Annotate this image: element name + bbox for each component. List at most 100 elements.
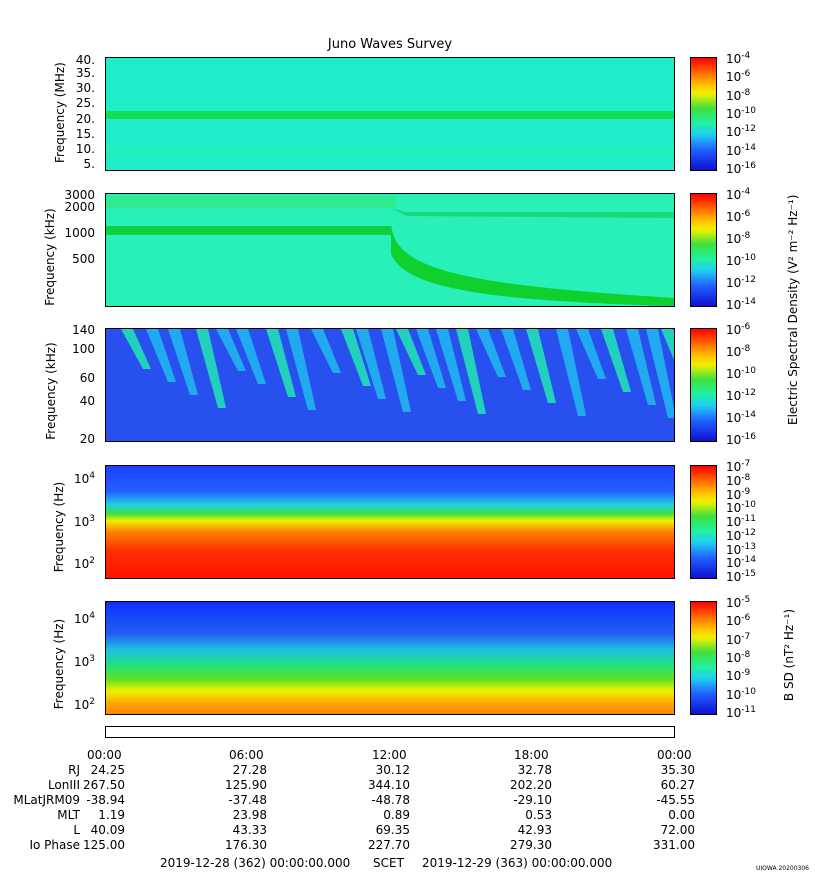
version-stamp: UIOWA 20200306 xyxy=(755,865,809,872)
ephemeris-value: -48.78 xyxy=(371,793,410,807)
panel-2-sweep xyxy=(391,224,674,306)
ephemeris-value: 331.00 xyxy=(653,838,695,852)
colorbar-3-tick: 10-8 xyxy=(726,344,751,359)
ephemeris-value: 43.33 xyxy=(232,823,267,837)
ephemeris-label: Io Phase xyxy=(29,838,80,852)
panel-4-svg xyxy=(106,466,674,578)
ephemeris-value: 60.27 xyxy=(660,778,695,792)
panel-2-ytick: 1000 xyxy=(64,226,95,240)
panel-1-band xyxy=(106,111,674,119)
colorbar-2-tick: 10-12 xyxy=(726,275,756,290)
chorus-streak xyxy=(236,329,266,384)
ephemeris-value: 0.53 xyxy=(525,808,552,822)
colorbar-4-tick: 10-10 xyxy=(726,500,756,516)
time-tick-label: 00:00 xyxy=(657,748,692,762)
chorus-streak xyxy=(501,329,531,390)
ephemeris-value: -29.10 xyxy=(513,793,552,807)
panel-1-ytick: 20. xyxy=(75,112,95,126)
panel-1-ytick: 15. xyxy=(75,127,95,141)
ephemeris-value: -37.48 xyxy=(228,793,267,807)
panel-3-ytick: 100 xyxy=(72,342,95,356)
ephemeris-value: 279.30 xyxy=(510,838,552,852)
ephemeris-label: RJ xyxy=(68,763,80,777)
panel-2-ytick: 500 xyxy=(72,252,95,266)
chorus-streak xyxy=(146,329,176,382)
chorus-streak xyxy=(341,329,371,386)
colorbar-3-tick: 10-10 xyxy=(726,366,756,381)
colorbar-2 xyxy=(690,193,717,307)
colorbar-1-tick: 10-10 xyxy=(726,106,756,121)
ephemeris-value: 0.89 xyxy=(383,808,410,822)
ephemeris-label: L xyxy=(73,823,80,837)
colorbar-4-tick: 10-15 xyxy=(726,569,756,584)
colorbar-2-tick: 10-6 xyxy=(726,209,751,224)
chorus-streak xyxy=(526,329,556,403)
colorbar-5-tick: 10-7 xyxy=(726,631,751,647)
chart-title: Juno Waves Survey xyxy=(327,37,453,52)
chorus-streak xyxy=(456,329,486,414)
chorus-streak xyxy=(626,329,656,405)
colorbar-1-tick: 10-16 xyxy=(726,161,756,176)
colorbar-5-tick: 10-6 xyxy=(726,613,751,629)
panel-3-ytick: 60 xyxy=(79,371,95,385)
panel-3-ylabel: Frequency (kHz) xyxy=(44,342,58,440)
panel-3-svg xyxy=(121,329,674,418)
ephemeris-value: 125.90 xyxy=(225,778,267,792)
colorbar-5-tick: 10-8 xyxy=(726,650,751,665)
ephemeris-value: 27.28 xyxy=(232,763,267,777)
panel-3-ytick: 40 xyxy=(79,394,95,408)
ephemeris-value: 227.70 xyxy=(368,838,410,852)
panel-5-ytick: 102 xyxy=(73,697,95,712)
panel-1-ytick: 40. xyxy=(75,53,95,67)
ephemeris-value: -45.55 xyxy=(656,793,695,807)
colorbar-5-tick: 10-5 xyxy=(726,595,751,610)
time-tick-label: 18:00 xyxy=(514,748,549,762)
ephemeris-value: 69.35 xyxy=(375,823,410,837)
chorus-streak xyxy=(381,329,411,412)
colorbar-3 xyxy=(690,328,717,442)
panel-4-spectrogram xyxy=(105,465,675,579)
colorbar-1-tick: 10-8 xyxy=(726,87,751,103)
colorbar-4-tick: 10-14 xyxy=(726,555,756,571)
footer-start-time: 2019-12-28 (362) 00:00:00.000 xyxy=(160,856,351,870)
panel-5-ytick: 104 xyxy=(73,611,95,626)
chorus-streak xyxy=(216,329,246,371)
colorbar-5-tick: 10-11 xyxy=(726,705,756,720)
colorbar-1-tick: 10-14 xyxy=(726,142,756,158)
panel-3-ytick: 20 xyxy=(79,432,95,446)
colorbar-4-tick: 10-9 xyxy=(726,486,751,502)
ephemeris-value: 0.00 xyxy=(668,808,695,822)
panel-3-spectrogram xyxy=(105,328,675,442)
footer-end-time: 2019-12-29 (363) 00:00:00.000 xyxy=(422,856,613,870)
ephemeris-value: 344.10 xyxy=(368,778,410,792)
chorus-streak xyxy=(576,329,606,379)
panel-1-ytick: 5. xyxy=(83,157,95,171)
time-tick-label: 12:00 xyxy=(372,748,407,762)
chorus-streak xyxy=(476,329,506,377)
ephemeris-value: 267.50 xyxy=(83,778,125,792)
chorus-streak xyxy=(266,329,296,397)
colorbar-2-tick: 10-14 xyxy=(726,297,756,312)
colorbar-3-tick: 10-12 xyxy=(726,388,756,403)
chorus-streak xyxy=(601,329,631,392)
colorbar-5-tick: 10-10 xyxy=(726,686,756,702)
colorbar-1-tick: 10-4 xyxy=(726,51,751,66)
chorus-streak xyxy=(436,329,466,401)
colorbar-4-tick: 10-8 xyxy=(726,472,751,488)
panel-1-ytick: 30. xyxy=(75,81,95,95)
ephemeris-value: 176.30 xyxy=(225,838,267,852)
panel-1-spectrogram xyxy=(105,57,675,171)
panel-5-spectrogram xyxy=(105,601,675,715)
colorbar-5-tick: 10-9 xyxy=(726,668,751,684)
colorbar-4-tick: 10-11 xyxy=(726,514,756,529)
footer-scet: SCET xyxy=(373,856,404,870)
panel-4-ytick: 104 xyxy=(73,471,95,486)
chorus-streak xyxy=(356,329,386,399)
chorus-streak xyxy=(196,329,226,408)
chorus-streak xyxy=(168,329,198,395)
ephemeris-value: 72.00 xyxy=(660,823,695,837)
ephemeris-value: 35.30 xyxy=(660,763,695,777)
time-axis-box xyxy=(105,726,675,738)
chorus-streak xyxy=(416,329,446,388)
cbar-label-electric: Electric Spectral Density (V² m⁻² Hz⁻¹) xyxy=(786,194,800,425)
